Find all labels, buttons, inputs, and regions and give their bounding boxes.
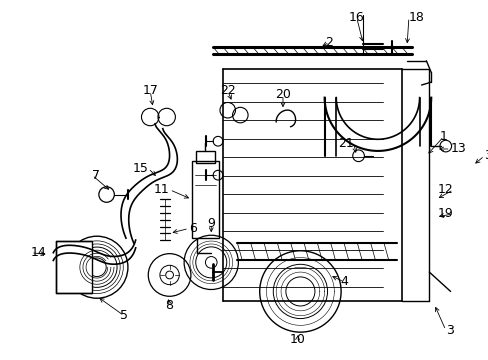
Text: 8: 8 <box>165 300 173 312</box>
Text: 7: 7 <box>92 168 100 182</box>
Text: 20: 20 <box>274 88 290 101</box>
Bar <box>56 241 92 293</box>
Text: 15: 15 <box>132 162 148 175</box>
Text: 16: 16 <box>348 11 364 24</box>
Text: 18: 18 <box>408 11 424 24</box>
Text: 10: 10 <box>289 333 305 346</box>
Text: 12: 12 <box>437 183 452 196</box>
Text: 9: 9 <box>207 217 215 230</box>
Bar <box>195 151 215 163</box>
Text: 3: 3 <box>445 324 453 337</box>
Text: 14: 14 <box>31 246 47 259</box>
Text: 21: 21 <box>337 137 353 150</box>
Text: 13: 13 <box>450 143 466 156</box>
Text: 6: 6 <box>188 222 197 235</box>
Bar <box>191 161 219 238</box>
Text: 17: 17 <box>142 84 158 97</box>
Text: 1: 1 <box>439 130 447 143</box>
Text: 11: 11 <box>154 183 169 196</box>
Text: 3: 3 <box>484 149 488 162</box>
Text: 19: 19 <box>437 207 452 220</box>
Text: 4: 4 <box>339 275 347 288</box>
Text: 22: 22 <box>220 84 235 97</box>
Text: 2: 2 <box>325 36 333 49</box>
Text: 5: 5 <box>120 309 128 322</box>
